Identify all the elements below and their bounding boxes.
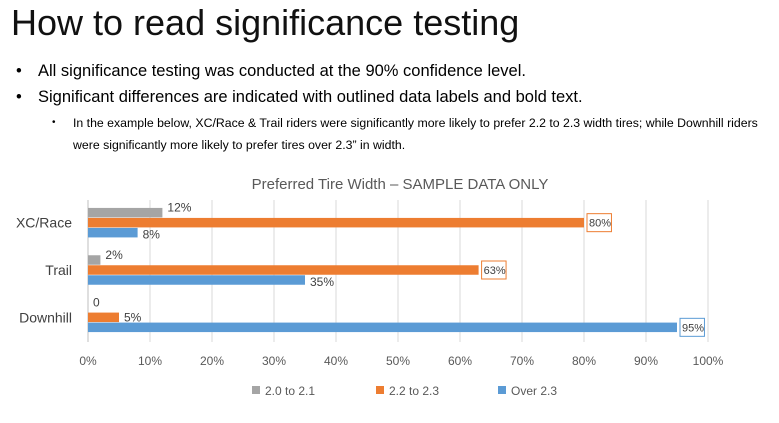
legend-swatch (252, 386, 260, 394)
data-label: 12% (167, 201, 191, 215)
x-tick-label: 40% (324, 354, 348, 368)
bar (88, 227, 138, 238)
category-label: Trail (45, 262, 72, 278)
x-tick-label: 100% (693, 354, 724, 368)
bar (88, 312, 119, 323)
legend-swatch (498, 386, 506, 394)
bullet-dot-icon: • (16, 62, 22, 80)
category-label: XC/Race (16, 215, 72, 231)
bar (88, 217, 584, 228)
bar (88, 322, 677, 333)
significance-outline (679, 317, 705, 337)
x-tick-label: 70% (510, 354, 534, 368)
bar (88, 275, 305, 285)
x-tick-label: 10% (138, 354, 162, 368)
data-label: 0 (93, 295, 100, 309)
bar (88, 255, 101, 265)
x-tick-label: 90% (634, 354, 658, 368)
data-label: 95% (682, 322, 704, 334)
legend-label: 2.0 to 2.1 (265, 384, 315, 398)
bullet-text: All significance testing was conducted a… (38, 62, 526, 80)
legend-label: 2.2 to 2.3 (389, 384, 439, 398)
x-tick-label: 20% (200, 354, 224, 368)
page-title: How to read significance testing (11, 2, 520, 43)
x-tick-label: 80% (572, 354, 596, 368)
bar (88, 207, 163, 218)
data-label: 5% (124, 310, 142, 324)
sub-bullet-text: In the example below, XC/Race & Trail ri… (73, 116, 758, 152)
chart-title: Preferred Tire Width – SAMPLE DATA ONLY (252, 176, 549, 193)
legend-label: Over 2.3 (511, 384, 557, 398)
tire-width-chart: Preferred Tire Width – SAMPLE DATA ONLY 0… (16, 176, 724, 398)
bar (88, 265, 479, 275)
category-label: Downhill (19, 309, 72, 325)
data-label: 2% (105, 248, 123, 262)
x-tick-label: 30% (262, 354, 286, 368)
data-label: 8% (143, 228, 161, 242)
bullet-text: Significant differences are indicated wi… (38, 88, 583, 106)
x-tick-label: 0% (79, 354, 97, 368)
x-tick-label: 50% (386, 354, 410, 368)
x-tick-label: 60% (448, 354, 472, 368)
data-label: 80% (589, 218, 611, 230)
sub-bullet-dot-icon: • (52, 117, 56, 128)
legend-swatch (376, 386, 384, 394)
bullet-dot-icon: • (16, 88, 22, 106)
data-label: 35% (310, 275, 334, 289)
significance-outline (481, 260, 507, 280)
data-label: 63% (484, 265, 506, 277)
significance-outline (586, 213, 612, 233)
